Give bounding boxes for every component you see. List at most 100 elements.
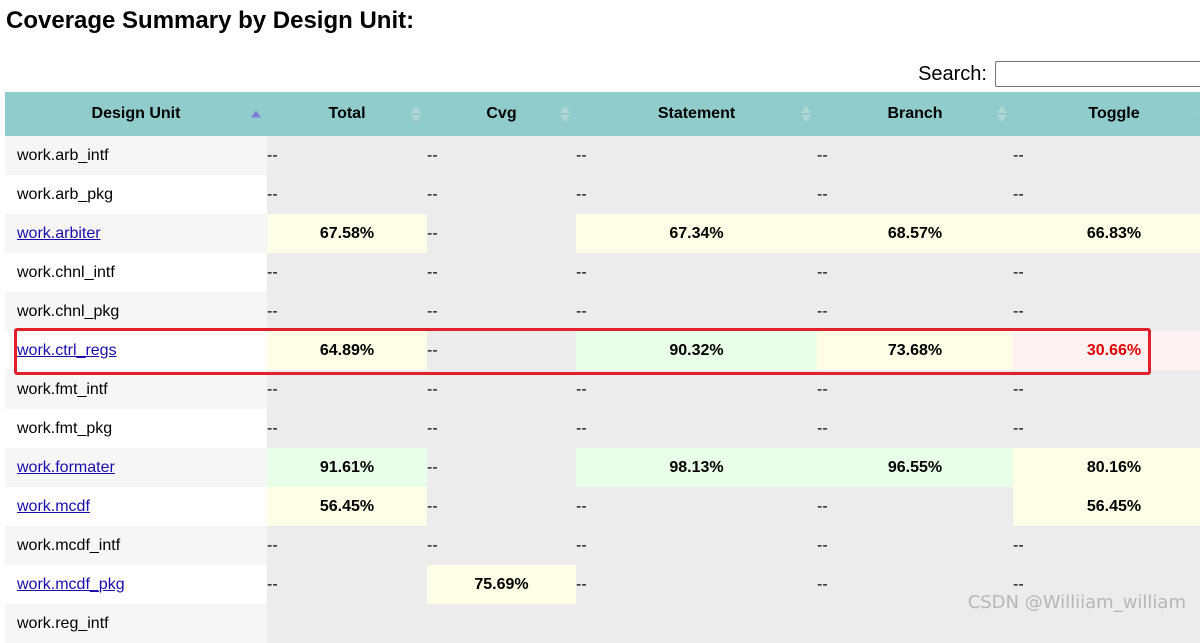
branch-cell: -- [817,292,1013,331]
search-input[interactable] [995,61,1200,87]
table-row: work.chnl_pkg -- -- -- -- -- [5,292,1200,331]
design-unit-label: work.arb_intf [17,146,109,164]
cvg-cell: -- [427,214,576,253]
design-unit-cell: work.chnl_intf [5,253,267,292]
design-unit-link[interactable]: work.formater [17,458,115,476]
total-cell: -- [267,136,427,175]
design-unit-cell: work.fmt_pkg [5,409,267,448]
design-unit-label: work.fmt_intf [17,380,108,398]
cvg-cell: 75.69% [427,565,576,604]
column-header-label: Cvg [486,105,517,122]
total-cell: 64.89% [267,331,427,370]
toggle-cell: -- [1013,370,1200,409]
design-unit-cell: work.arbiter [5,214,267,253]
design-unit-label: work.mcdf_intf [17,536,121,554]
toggle-cell: -- [1013,136,1200,175]
cvg-cell [427,604,576,643]
design-unit-label: work.reg_intf [17,614,109,632]
statement-cell: -- [576,487,817,526]
design-unit-cell: work.mcdf_pkg [5,565,267,604]
toggle-cell: 56.45% [1013,487,1200,526]
table-row: work.arbiter 67.58% -- 67.34% 68.57% 66.83% [5,214,1200,253]
table-row: work.mcdf_pkg -- 75.69% -- -- -- [5,565,1200,604]
branch-cell: -- [817,175,1013,214]
cvg-cell: -- [427,175,576,214]
design-unit-label: work.fmt_pkg [17,419,113,437]
column-header-design-unit[interactable]: Design Unit [5,92,267,136]
table-row: work.formater 91.61% -- 98.13% 96.55% 80.16% [5,448,1200,487]
cvg-cell: -- [427,253,576,292]
total-cell: -- [267,409,427,448]
design-unit-link[interactable]: work.ctrl_regs [17,341,117,359]
statement-cell: -- [576,565,817,604]
column-header-cvg[interactable]: Cvg [427,92,576,136]
toggle-cell: -- [1013,409,1200,448]
statement-cell: -- [576,136,817,175]
table-row: work.arb_pkg -- -- -- -- -- [5,175,1200,214]
total-cell: -- [267,253,427,292]
sort-icon [997,106,1007,122]
total-cell: -- [267,565,427,604]
toggle-cell: 80.16% [1013,448,1200,487]
column-header-statement[interactable]: Statement [576,92,817,136]
total-cell: -- [267,526,427,565]
table-header-row: Design Unit Total Cvg Statement Branch T… [5,92,1200,136]
sort-icon [801,106,811,122]
total-cell: -- [267,175,427,214]
column-header-label: Toggle [1088,105,1140,122]
design-unit-label: work.arb_pkg [17,185,114,203]
statement-cell: -- [576,370,817,409]
table-row: work.chnl_intf -- -- -- -- -- [5,253,1200,292]
statement-cell: -- [576,292,817,331]
design-unit-cell: work.arb_intf [5,136,267,175]
watermark: CSDN @Williiam_william [967,592,1186,613]
column-header-toggle[interactable]: Toggle [1013,92,1200,136]
cvg-cell: -- [427,370,576,409]
cvg-cell: -- [427,292,576,331]
design-unit-cell: work.arb_pkg [5,175,267,214]
table-row: work.mcdf_intf -- -- -- -- -- [5,526,1200,565]
statement-cell: -- [576,175,817,214]
branch-cell: 68.57% [817,214,1013,253]
toggle-cell: 66.83% [1013,214,1200,253]
statement-cell: -- [576,409,817,448]
column-header-label: Statement [657,105,736,122]
search-bar: Search: [918,59,1200,89]
branch-cell: -- [817,565,1013,604]
design-unit-link[interactable]: work.arbiter [17,224,101,242]
column-header-label: Total [328,105,366,122]
statement-cell: -- [576,526,817,565]
design-unit-link[interactable]: work.mcdf_pkg [17,575,125,593]
total-cell: -- [267,292,427,331]
design-unit-cell: work.reg_intf [5,604,267,643]
statement-cell: 90.32% [576,331,817,370]
sort-ascending-icon [251,110,261,118]
table-body: work.arb_intf -- -- -- -- -- work.arb_pkg -- -- -… [5,136,1200,643]
toggle-cell: -- [1013,292,1200,331]
statement-cell: 98.13% [576,448,817,487]
statement-cell [576,604,817,643]
cvg-cell: -- [427,136,576,175]
statement-cell: -- [576,253,817,292]
design-unit-cell: work.formater [5,448,267,487]
branch-cell: 73.68% [817,331,1013,370]
total-cell: 56.45% [267,487,427,526]
table-row: work.mcdf 56.45% -- -- -- 56.45% [5,487,1200,526]
toggle-cell: -- [1013,565,1200,604]
cvg-cell: -- [427,409,576,448]
coverage-table: Design Unit Total Cvg Statement Branch T… [5,92,1200,643]
design-unit-label: work.chnl_pkg [17,302,120,320]
toggle-cell: -- [1013,526,1200,565]
cvg-cell: -- [427,448,576,487]
toggle-cell: -- [1013,175,1200,214]
design-unit-label: work.chnl_intf [17,263,115,281]
statement-cell: 67.34% [576,214,817,253]
branch-cell: -- [817,409,1013,448]
table-row: work.fmt_pkg -- -- -- -- -- [5,409,1200,448]
column-header-total[interactable]: Total [267,92,427,136]
sort-icon [411,106,421,122]
column-header-branch[interactable]: Branch [817,92,1013,136]
design-unit-link[interactable]: work.mcdf [17,497,90,515]
page-title: Coverage Summary by Design Unit: [6,7,415,34]
branch-cell: -- [817,487,1013,526]
